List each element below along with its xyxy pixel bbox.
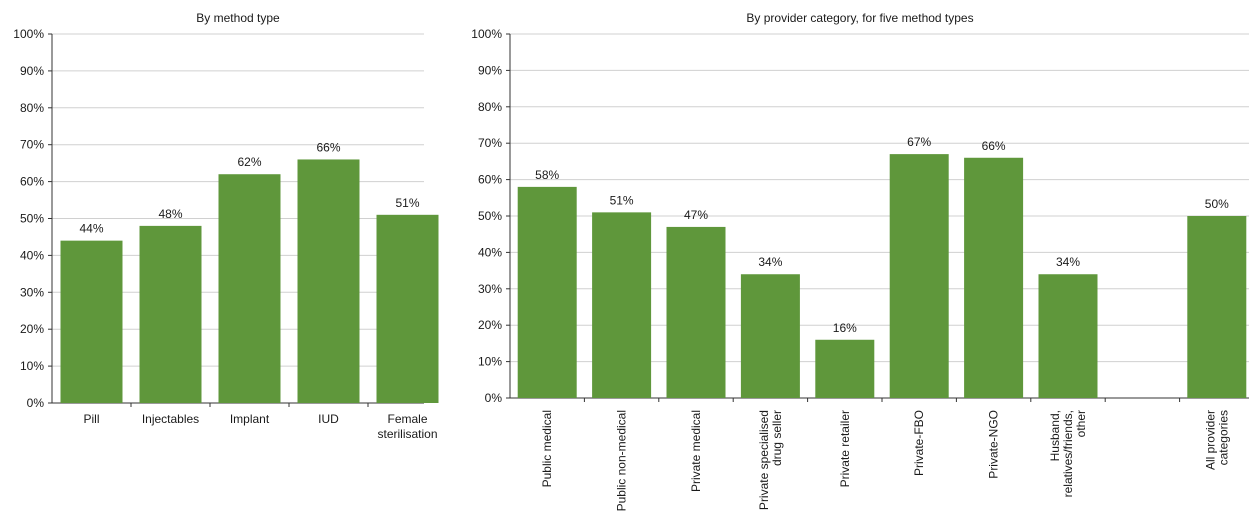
y-tick-label: 70% [478,136,502,150]
data-label: 16% [833,321,857,335]
data-label: 44% [79,222,103,236]
chart-by-method-type: By method type 0% 10% 20% 30% 40% 50% 60% 70% 80… [13,11,439,441]
y-tick-label: 0% [27,396,45,410]
y-tick-label: 100% [471,27,502,41]
bar [1187,216,1247,398]
x-tick-label: Private specialiseddrug seller [757,410,784,510]
data-label: 34% [1056,255,1080,269]
bar [1038,274,1098,398]
y-tick-label: 30% [20,285,44,299]
bar [666,226,726,398]
x-tick-label: Private-FBO [912,410,926,476]
y-tick-label: 10% [478,355,502,369]
data-label: 50% [1205,197,1229,211]
y-tick-label: 40% [20,248,44,262]
x-tick-label: Private medical [689,410,703,492]
bar [740,274,800,398]
y-tick-label: 70% [20,138,44,152]
y-tick-label: 40% [478,245,502,259]
bar [517,186,577,398]
data-label: 51% [610,193,634,207]
y-tick-label: 80% [478,100,502,114]
x-tick-label: Private-NGO [987,410,1001,479]
bar [376,214,439,403]
data-label: 67% [907,135,931,149]
data-label: 34% [758,255,782,269]
bar [815,339,875,398]
x-tick-label: Implant [230,412,270,426]
y-tick-label: 100% [13,27,44,41]
y-tick-label: 10% [20,359,44,373]
bar [592,212,652,398]
y-tick-label: 20% [20,322,44,336]
x-tick-label: Husband,relatives/friends,other [1048,410,1088,497]
x-tick-label: IUD [318,412,339,426]
data-label: 47% [684,208,708,222]
data-label: 66% [982,139,1006,153]
x-tick-label: Public medical [540,410,554,487]
y-tick-label: 90% [20,64,44,78]
bar [297,159,360,403]
y-tick-label: 80% [20,101,44,115]
y-tick-label: 90% [478,63,502,77]
chart-title: By provider category, for five method ty… [746,11,973,25]
x-tick-label: Pill [83,412,99,426]
data-label: 66% [316,140,340,154]
y-tick-label: 50% [20,212,44,226]
data-label: 58% [535,168,559,182]
bar [964,157,1024,398]
bar [218,174,281,403]
x-tick-label: Female sterilisation [377,412,437,441]
x-tick-label: Private retailer [838,410,852,487]
bar [139,225,202,403]
data-label: 62% [237,155,261,169]
x-tick-label: Injectables [142,412,199,426]
y-tick-label: 60% [20,175,44,189]
y-tick-label: 50% [478,209,502,223]
chart-title: By method type [196,11,280,25]
chart-by-provider-category: By provider category, for five method ty… [471,11,1249,511]
x-tick-label: Public non-medical [615,410,629,511]
y-tick-label: 30% [478,282,502,296]
y-tick-label: 60% [478,173,502,187]
x-tick-label: All providercategories [1203,410,1230,470]
data-label: 48% [158,207,182,221]
data-label: 51% [395,196,419,210]
bar [60,240,123,403]
y-tick-label: 20% [478,318,502,332]
y-tick-label: 0% [485,391,503,405]
bar [889,154,949,398]
